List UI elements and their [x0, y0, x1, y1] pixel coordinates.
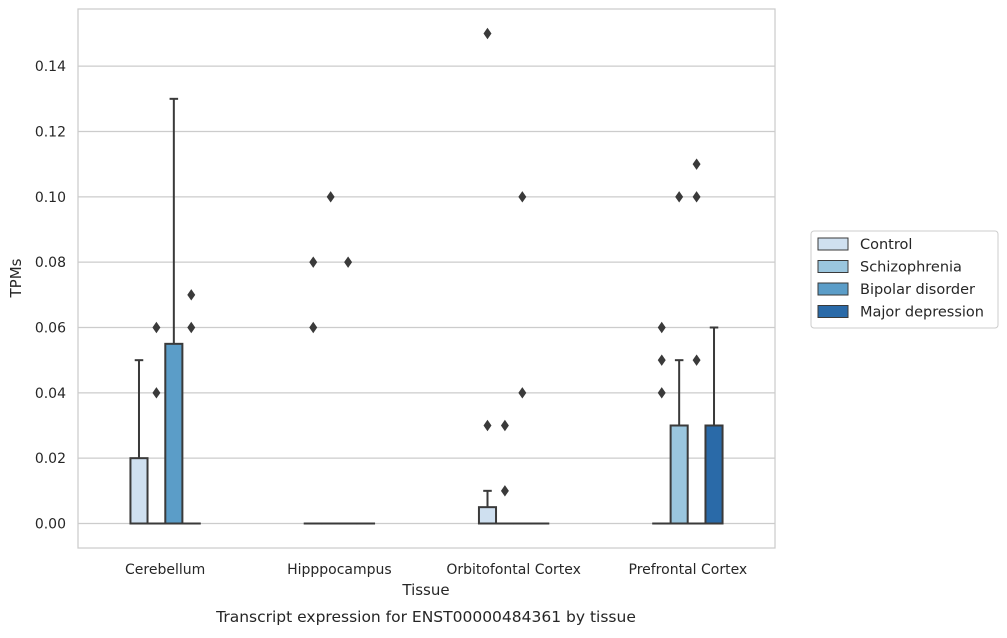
- legend-swatch: [818, 261, 848, 273]
- y-tick-label: 0.10: [35, 190, 66, 206]
- y-tick-labels: 0.00 0.02 0.04 0.06 0.08 0.10 0.12 0.14: [35, 59, 66, 532]
- legend-label: Bipolar disorder: [860, 282, 975, 298]
- y-axis-label: TPMs: [7, 258, 25, 298]
- legend-swatch: [818, 283, 848, 295]
- x-tick-label: Orbitofontal Cortex: [446, 562, 581, 578]
- y-tick-label: 0.04: [35, 386, 66, 402]
- x-axis-label: Tissue: [401, 581, 449, 599]
- box: [165, 344, 182, 524]
- box: [130, 458, 147, 523]
- legend: Control Schizophrenia Bipolar disorder Majo…: [811, 231, 998, 328]
- x-tick-label: Cerebellum: [125, 562, 205, 578]
- x-tick-label: Prefrontal Cortex: [629, 562, 748, 578]
- y-tick-label: 0.12: [35, 125, 66, 141]
- box: [671, 426, 688, 524]
- box: [479, 507, 496, 523]
- y-tick-label: 0.02: [35, 451, 66, 467]
- legend-swatch: [818, 238, 848, 250]
- legend-label: Major depression: [860, 305, 984, 321]
- x-tick-label: Hipppocampus: [287, 562, 392, 578]
- legend-label: Control: [860, 237, 912, 253]
- y-tick-label: 0.06: [35, 321, 66, 337]
- y-tick-label: 0.08: [35, 255, 66, 271]
- legend-label: Schizophrenia: [860, 260, 962, 276]
- legend-swatch: [818, 306, 848, 318]
- box: [705, 426, 722, 524]
- x-tick-labels: Cerebellum Hipppocampus Orbitofontal Corte…: [125, 562, 747, 578]
- y-tick-label: 0.14: [35, 59, 66, 75]
- chart-caption: Transcript expression for ENST0000048436…: [215, 608, 636, 626]
- y-tick-label: 0.00: [35, 517, 66, 533]
